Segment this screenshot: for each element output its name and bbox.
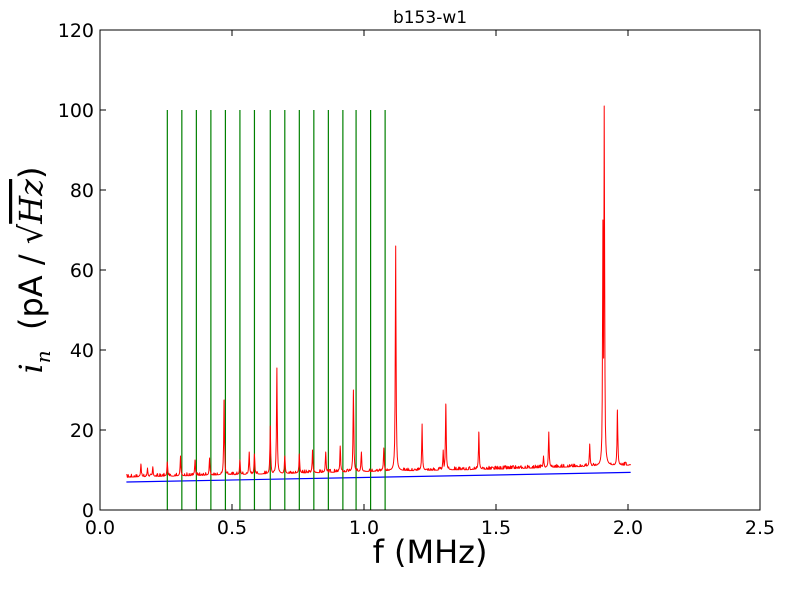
plot-area xyxy=(126,105,632,510)
y-label-subscript: n xyxy=(31,350,55,363)
x-axis-label: f (MHz) xyxy=(373,533,488,571)
y-tick-label: 40 xyxy=(70,340,94,362)
y-tick-label: 60 xyxy=(70,260,94,282)
x-tick-label: 2.0 xyxy=(613,517,643,539)
x-tick-label: 1.5 xyxy=(481,517,511,539)
y-label-symbol: i xyxy=(12,363,50,373)
x-tick-label: 0.5 xyxy=(217,517,247,539)
y-tick-label: 20 xyxy=(70,420,94,442)
svg-text:in (pA / √Hz): in (pA / √Hz) xyxy=(12,167,55,374)
y-tick-label: 80 xyxy=(70,180,94,202)
y-label-close-paren: ) xyxy=(12,167,50,179)
chart-title: b153-w1 xyxy=(393,8,467,28)
y-tick-label: 100 xyxy=(58,100,94,122)
x-tick-label: 2.5 xyxy=(745,517,775,539)
y-axis-ticks: 0 20 40 60 80 100 120 xyxy=(58,20,760,522)
x-axis-ticks: 0.0 0.5 1.0 1.5 2.0 2.5 xyxy=(85,30,775,539)
x-tick-label: 1.0 xyxy=(349,517,379,539)
x-tick-label: 0.0 xyxy=(85,517,115,539)
y-tick-label: 0 xyxy=(82,500,94,522)
y-label-radicand: Hz xyxy=(12,178,50,225)
y-label-units: (pA / xyxy=(12,244,50,350)
y-tick-label: 120 xyxy=(58,20,94,42)
plot-frame xyxy=(99,29,761,511)
sqrt-symbol: √ xyxy=(12,223,50,244)
measured-noise-line xyxy=(126,105,632,478)
y-axis-label: in (pA / √Hz) xyxy=(12,167,55,374)
series-layer xyxy=(126,105,632,510)
